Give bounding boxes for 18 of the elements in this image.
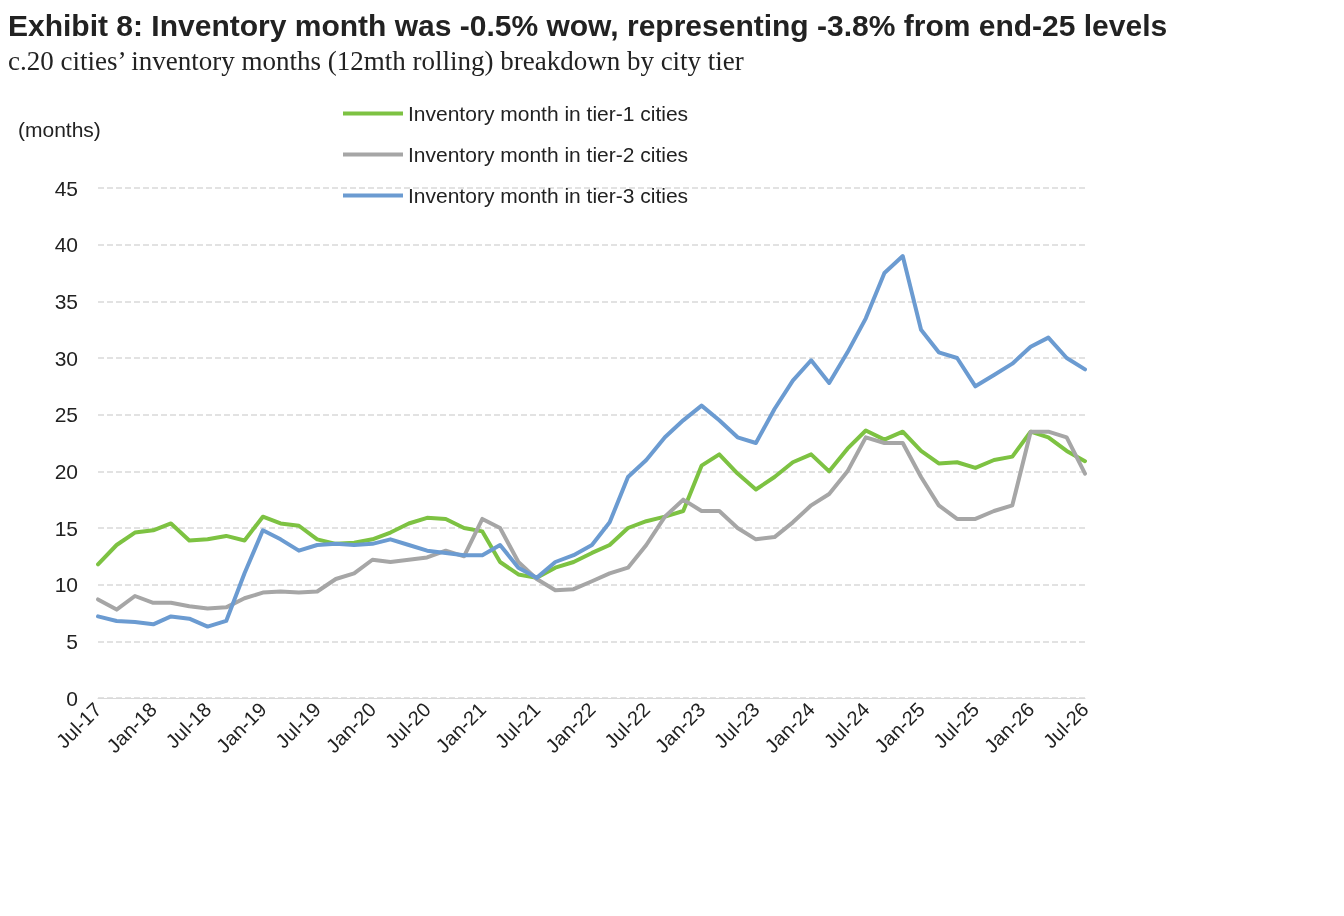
y-tick-label: 5 <box>66 629 78 653</box>
line-series <box>96 428 1087 580</box>
y-tick-label: 35 <box>54 289 78 313</box>
y-axis-title: (months) <box>18 118 101 141</box>
legend-label: Inventory month in tier-3 cities <box>408 184 689 207</box>
chart-title: Exhibit 8: Inventory month was -0.5% wow, representing -3.8% from end-25 levels <box>8 8 1169 44</box>
y-tick-label: 30 <box>54 346 78 370</box>
y-tick-label: 15 <box>54 516 78 540</box>
chart-subtitle: c.20 cities’ inventory months (12mth rolling) breakdown by city tier <box>8 45 745 78</box>
y-tick-label: 40 <box>54 233 78 257</box>
y-tick-label: 25 <box>54 403 78 427</box>
line-series <box>96 254 1087 629</box>
y-tick-label: 20 <box>54 459 78 483</box>
y-tick-label: 10 <box>54 573 78 597</box>
legend-label: Inventory month in tier-1 cities <box>408 102 689 125</box>
legend-label: Inventory month in tier-2 cities <box>408 143 689 166</box>
line-series <box>96 429 1087 612</box>
y-tick-label: 45 <box>54 176 78 200</box>
